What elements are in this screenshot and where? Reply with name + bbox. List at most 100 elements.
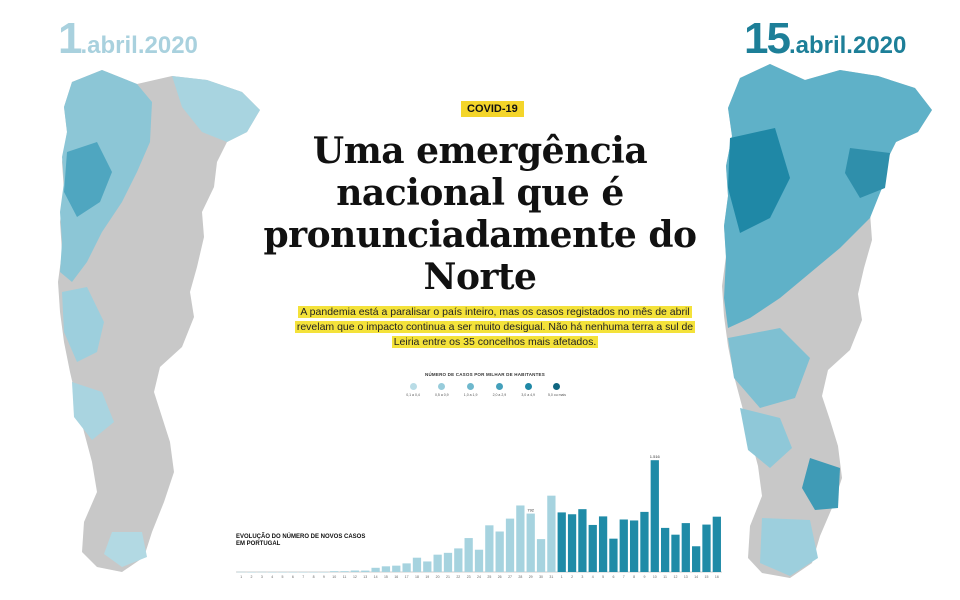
tick-label: 16 [394, 575, 398, 579]
legend-swatch [553, 383, 561, 390]
tick-label: 13 [684, 575, 688, 579]
bar [423, 561, 432, 572]
portugal-map-april-15 [722, 64, 932, 578]
tick-label: 11 [663, 575, 667, 579]
bar [536, 539, 546, 572]
bar [712, 516, 721, 572]
tick-label: 21 [446, 575, 450, 579]
bar [412, 557, 422, 572]
bar [609, 538, 618, 572]
bar [392, 565, 401, 572]
legend-item: 0,5 a 0,9 [429, 383, 455, 397]
bar [526, 513, 535, 572]
legend-label: 1,0 a 1,9 [463, 393, 478, 397]
bar [619, 519, 628, 572]
tick-label: 12 [353, 575, 357, 579]
tick-label: 1 [561, 575, 563, 579]
bar [702, 524, 711, 572]
new-cases-bar-chart: 1 2 3 4 5 6 7 8 9 10 11 12 13 14 15 16 17 18 19 20 21 22 23 24 2… [236, 454, 722, 579]
topic-tag: COVID-19 [461, 101, 524, 117]
region-south [760, 518, 818, 576]
bar [692, 546, 701, 572]
region-northeast [172, 76, 260, 142]
legend-swatch [524, 383, 532, 390]
bar [464, 538, 473, 572]
bar [433, 554, 442, 572]
bar [660, 527, 670, 572]
bar [598, 516, 608, 572]
tick-label: 7 [623, 575, 625, 579]
tick-label: 19 [425, 575, 429, 579]
tick-label: 31 [549, 575, 553, 579]
lead-paragraph: A pandemia está a paralisar o país intei… [292, 305, 698, 350]
tick-label: 10 [332, 575, 336, 579]
bar [340, 571, 349, 572]
tick-label: 23 [467, 575, 471, 579]
tick-label: 25 [487, 575, 491, 579]
tick-label: 1 [240, 575, 242, 579]
legend-swatch [495, 383, 503, 390]
bar [650, 460, 659, 572]
data-label: 792 [527, 508, 534, 513]
bar [474, 549, 484, 572]
tick-label: 28 [518, 575, 522, 579]
tick-label: 14 [694, 575, 698, 579]
tick-label: 2 [571, 575, 573, 579]
tick-label: 11 [343, 575, 347, 579]
bar [454, 548, 463, 572]
bar [681, 523, 690, 572]
bar [505, 518, 515, 572]
tick-label: 22 [456, 575, 460, 579]
legend-label: 0,1 a 0,4 [406, 393, 420, 397]
tick-label: 4 [592, 575, 594, 579]
tick-label: 29 [529, 575, 533, 579]
tick-label: 12 [674, 575, 678, 579]
bar [629, 520, 639, 572]
tick-label: 15 [384, 575, 388, 579]
region-porto [64, 142, 112, 217]
bar [495, 531, 504, 572]
bar [361, 570, 370, 572]
tick-label: 4 [271, 575, 273, 579]
bar [381, 566, 391, 572]
bar [588, 524, 597, 572]
tick-label: 3 [261, 575, 263, 579]
chart-title: EVOLUÇÃO DO NÚMERO DE NOVOS CASOS EM POR… [236, 534, 366, 547]
tick-label: 8 [313, 575, 315, 579]
tick-label: 24 [477, 575, 481, 579]
region-north [724, 64, 932, 328]
bar [671, 534, 680, 572]
tick-label: 20 [436, 575, 440, 579]
tick-label: 30 [539, 575, 543, 579]
region-porto [728, 128, 790, 233]
tick-label: 13 [363, 575, 367, 579]
legend-label: 0,5 a 0,9 [434, 393, 449, 397]
date-day: 15 [744, 14, 791, 63]
bar [557, 512, 566, 572]
date-day: 1 [58, 14, 83, 63]
bar [578, 509, 587, 572]
tick-label: 18 [415, 575, 419, 579]
region-lisbon [740, 408, 792, 468]
date-rest: .abril.2020 [788, 32, 907, 59]
tick-label: 5 [602, 575, 604, 579]
bar [350, 570, 360, 572]
bar [371, 567, 380, 572]
legend-item: 3,0 a 4,9 [515, 383, 541, 397]
legend-items: 0,1 a 0,4 0,5 a 0,9 1,0 a 1,9 2,0 a 2,9 3,0 … [400, 383, 570, 397]
bar [485, 525, 494, 572]
tick-label: 15 [705, 575, 709, 579]
bar [516, 505, 525, 572]
tick-label: 17 [405, 575, 409, 579]
bar [567, 514, 577, 572]
legend-label: 3,0 a 4,9 [521, 393, 535, 397]
lead-text: A pandemia está a paralisar o país intei… [294, 306, 696, 348]
legend-label: 5,0 ou mais [547, 393, 567, 397]
tick-label: 8 [633, 575, 635, 579]
tick-label: 6 [292, 575, 294, 579]
date-label-april-1: 1.abril.2020 [58, 14, 198, 64]
legend-item: 1,0 a 1,9 [458, 383, 484, 397]
date-label-april-15: 15.abril.2020 [744, 14, 906, 64]
region-south [104, 532, 147, 567]
region-centre [62, 287, 104, 362]
